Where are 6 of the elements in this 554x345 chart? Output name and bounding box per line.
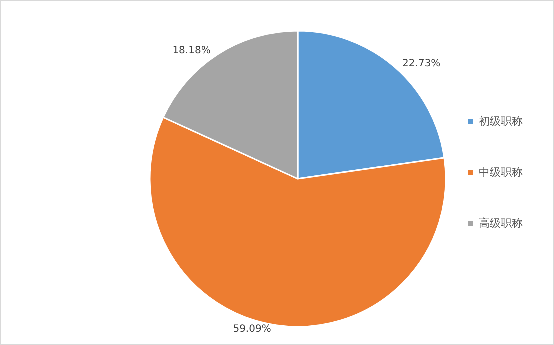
data-label: 22.73% — [402, 58, 441, 70]
legend-label: 初级职称 — [479, 115, 523, 128]
legend-label: 中级职称 — [479, 166, 523, 179]
legend-label: 高级职称 — [479, 217, 523, 230]
data-label: 18.18% — [172, 46, 211, 57]
data-label: 59.09% — [233, 324, 272, 335]
